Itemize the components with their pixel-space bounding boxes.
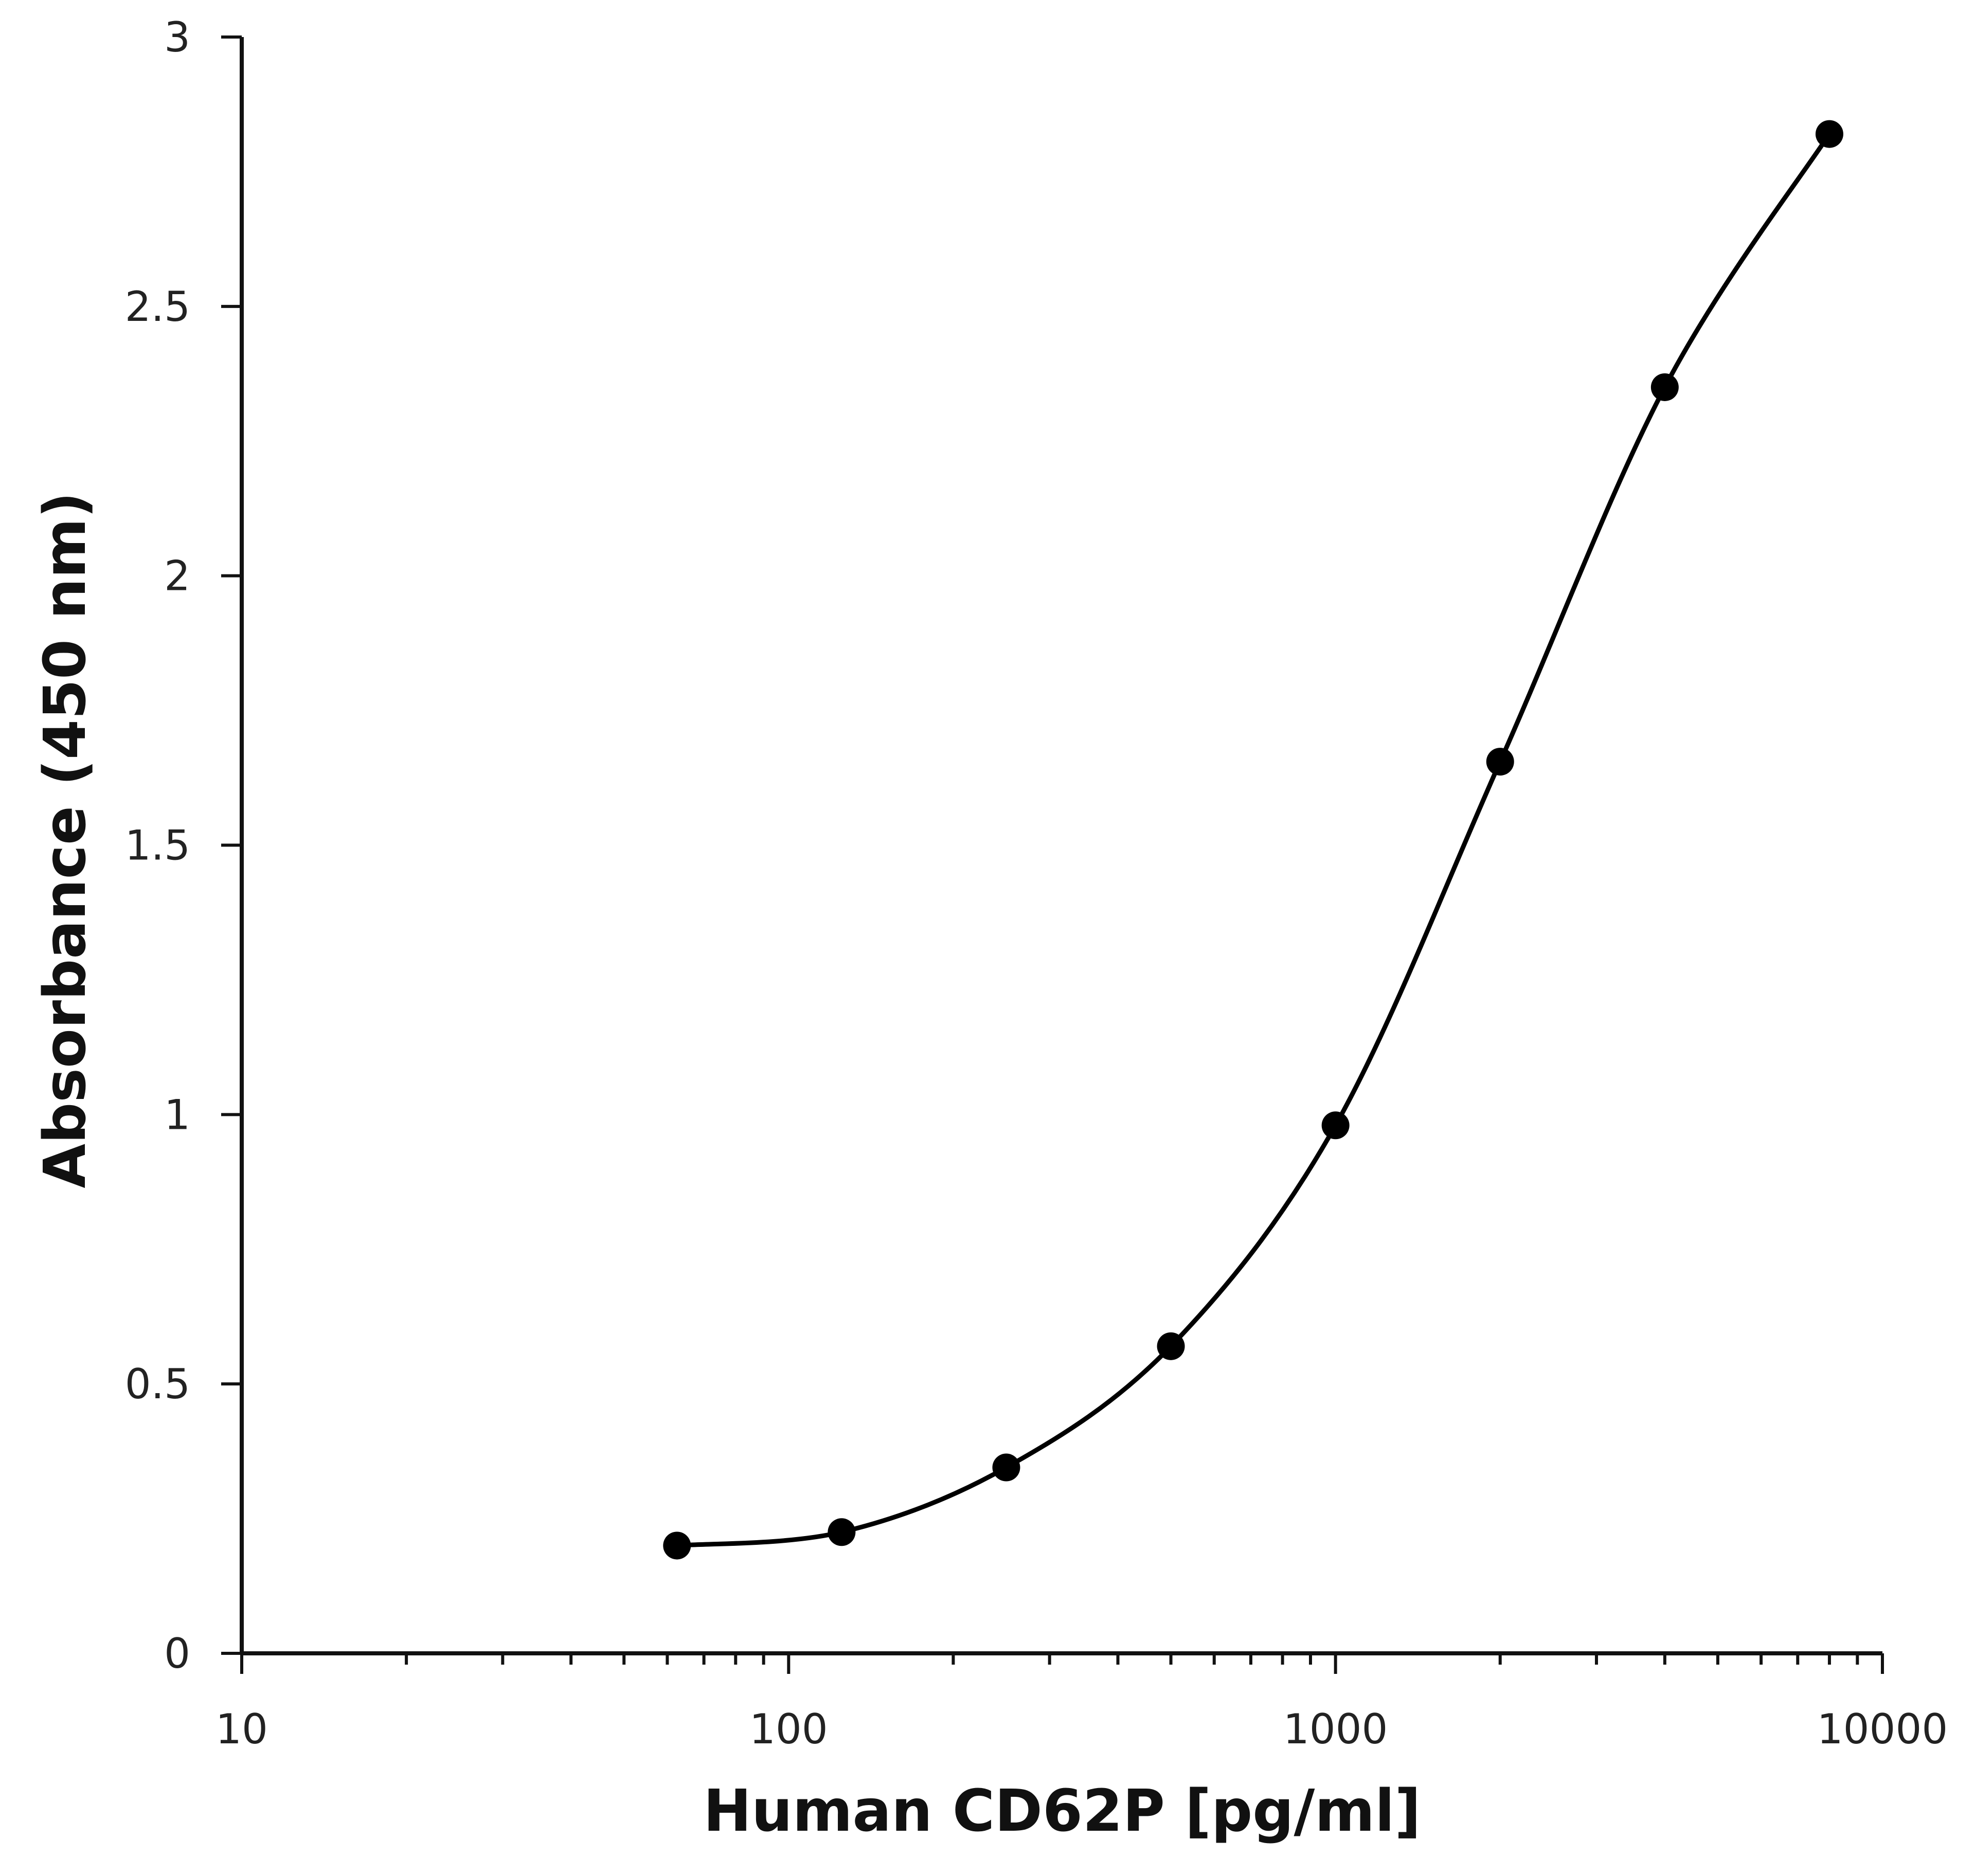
series-layer <box>663 120 1843 1560</box>
y-tick-label: 1 <box>164 1091 190 1139</box>
x-tick-label: 10000 <box>1817 1705 1948 1753</box>
data-point <box>1650 373 1679 401</box>
x-ticks: 10 100 1000 10000 <box>216 1653 1948 1753</box>
y-axis-title: Absorbance (450 nm) <box>32 492 99 1188</box>
x-tick-label: 10 <box>216 1705 268 1753</box>
series-line <box>674 132 1832 1548</box>
y-tick-label: 2.5 <box>125 283 190 331</box>
data-point <box>1157 1332 1185 1360</box>
y-ticks: 0 0.5 1 1.5 2 2.5 3 <box>125 13 242 1677</box>
y-axis: 0 0.5 1 1.5 2 2.5 3 <box>125 13 244 1677</box>
x-axis-title: Human CD62P [pg/ml] <box>703 1778 1421 1845</box>
y-tick-label: 3 <box>164 13 190 61</box>
data-point <box>828 1518 856 1546</box>
x-axis: 10 100 1000 10000 <box>216 1651 1948 1753</box>
y-tick-label: 1.5 <box>125 822 190 870</box>
y-tick-label: 2 <box>164 552 190 600</box>
data-point <box>1486 748 1514 776</box>
data-point <box>992 1453 1020 1482</box>
x-tick-label: 100 <box>749 1705 828 1753</box>
y-tick-label: 0 <box>164 1630 190 1677</box>
data-point <box>663 1531 691 1560</box>
data-point <box>1815 120 1843 148</box>
y-tick-label: 0.5 <box>125 1360 190 1408</box>
data-point <box>1321 1111 1350 1140</box>
x-tick-label: 1000 <box>1283 1705 1388 1753</box>
